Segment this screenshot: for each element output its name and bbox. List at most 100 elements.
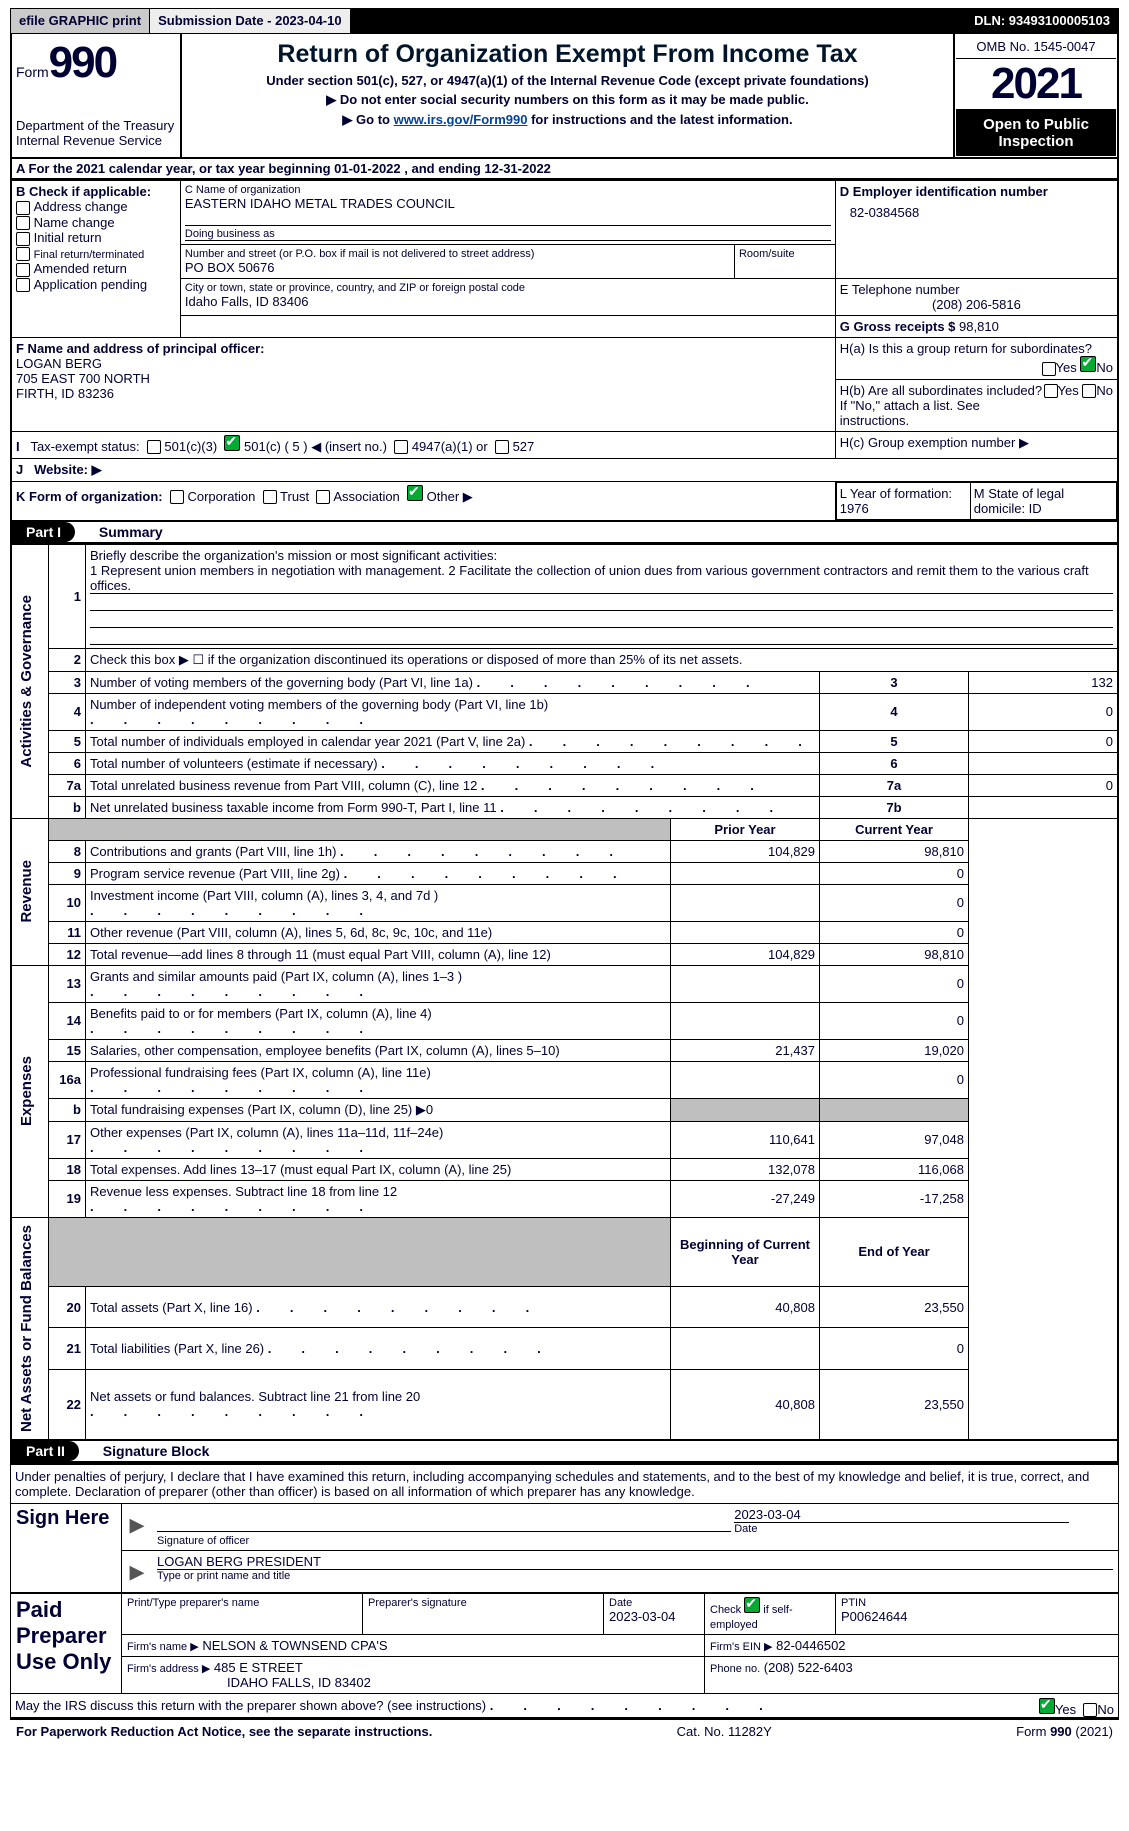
form-number: 990 xyxy=(49,38,116,87)
checkbox-amended[interactable] xyxy=(16,263,30,277)
form-subtitle-2: ▶ Do not enter social security numbers o… xyxy=(188,92,947,108)
may-irs-row: May the IRS discuss this return with the… xyxy=(10,1694,1119,1718)
header-right: OMB No. 1545-0047 2021 Open to Public In… xyxy=(954,34,1118,158)
mission-text: 1 Represent union members in negotiation… xyxy=(90,563,1113,594)
cb-527[interactable] xyxy=(495,440,509,454)
footer-left: For Paperwork Reduction Act Notice, see … xyxy=(16,1724,432,1739)
block-g: G Gross receipts $ 98,810 xyxy=(835,316,1118,338)
sign-here-label: Sign Here xyxy=(11,1503,122,1592)
dept-1: Department of the Treasury xyxy=(16,118,176,133)
checkbox-address[interactable] xyxy=(16,201,30,215)
topbar: efile GRAPHIC print Submission Date - 20… xyxy=(10,8,1119,34)
ein: 82-0384568 xyxy=(840,199,1113,220)
officer-name-title: LOGAN BERG PRESIDENT xyxy=(157,1554,1113,1570)
form-subtitle-1: Under section 501(c), 527, or 4947(a)(1)… xyxy=(188,73,947,88)
phone: (208) 206-5816 xyxy=(840,297,1113,312)
cb-trust[interactable] xyxy=(263,490,277,504)
firm-addr2: IDAHO FALLS, ID 83402 xyxy=(227,1675,371,1690)
ptin: P00624644 xyxy=(841,1609,1113,1624)
block-d: D Employer identification number 82-0384… xyxy=(835,181,1118,279)
topbar-spacer xyxy=(351,9,967,33)
ha-no[interactable] xyxy=(1080,356,1096,372)
cb-assoc[interactable] xyxy=(316,490,330,504)
officer-addr1: 705 EAST 700 NORTH xyxy=(16,371,150,386)
sig-date: 2023-03-04 xyxy=(734,1507,1069,1523)
line1-label: Briefly describe the organization's miss… xyxy=(90,548,497,563)
street: PO BOX 50676 xyxy=(185,260,730,275)
dept-2: Internal Revenue Service xyxy=(16,133,176,148)
table-row: bNet unrelated business taxable income f… xyxy=(11,796,1118,818)
declaration: Under penalties of perjury, I declare th… xyxy=(10,1463,1119,1503)
side-ag: Activities & Governance xyxy=(11,544,49,818)
table-row: 4Number of independent voting members of… xyxy=(11,693,1118,730)
block-ha: H(a) Is this a group return for subordin… xyxy=(835,338,1118,380)
hb-no[interactable] xyxy=(1082,384,1096,398)
footer: For Paperwork Reduction Act Notice, see … xyxy=(10,1718,1119,1743)
omb-number: OMB No. 1545-0047 xyxy=(956,35,1116,59)
col-header-row: Revenue Prior Year Current Year xyxy=(11,818,1118,840)
row-a: A For the 2021 calendar year, or tax yea… xyxy=(10,159,1119,180)
open-to-public: Open to Public Inspection xyxy=(956,110,1116,156)
block-k: K Form of organization: Corporation Trus… xyxy=(11,481,835,521)
table-row: 21Total liabilities (Part X, line 26) 0 xyxy=(11,1328,1118,1369)
may-no[interactable] xyxy=(1083,1703,1097,1717)
checkbox-app[interactable] xyxy=(16,278,30,292)
table-row: 19Revenue less expenses. Subtract line 1… xyxy=(11,1180,1118,1217)
efile-print-button[interactable]: efile GRAPHIC print xyxy=(11,9,150,33)
cb-4947[interactable] xyxy=(394,440,408,454)
table-row: 6Total number of volunteers (estimate if… xyxy=(11,752,1118,774)
side-exp: Expenses xyxy=(11,965,49,1217)
table-row: bTotal fundraising expenses (Part IX, co… xyxy=(11,1098,1118,1121)
table-row: 14Benefits paid to or for members (Part … xyxy=(11,1002,1118,1039)
ha-yes[interactable] xyxy=(1042,362,1056,376)
table-row: 12Total revenue—add lines 8 through 11 (… xyxy=(11,943,1118,965)
footer-mid: Cat. No. 11282Y xyxy=(677,1724,772,1739)
table-row: 20Total assets (Part X, line 16) 40,8082… xyxy=(11,1287,1118,1328)
paid-preparer-table: Paid Preparer Use Only Print/Type prepar… xyxy=(10,1593,1119,1694)
street-cell: Number and street (or P.O. box if mail i… xyxy=(180,245,734,279)
part-i-header: Part I Summary xyxy=(10,522,1119,544)
org-name: EASTERN IDAHO METAL TRADES COUNCIL xyxy=(185,196,831,211)
table-row: 17Other expenses (Part IX, column (A), l… xyxy=(11,1121,1118,1158)
cb-self-emp[interactable] xyxy=(744,1597,760,1613)
firm-ein: 82-0446502 xyxy=(776,1638,845,1653)
paid-prep-label: Paid Preparer Use Only xyxy=(11,1593,122,1693)
submission-date: Submission Date - 2023-04-10 xyxy=(150,9,351,33)
pp-date: 2023-03-04 xyxy=(609,1609,699,1624)
block-l: L Year of formation: 1976 xyxy=(836,482,970,519)
block-m: M State of legal domicile: ID xyxy=(970,482,1116,519)
table-row: 7aTotal unrelated business revenue from … xyxy=(11,774,1118,796)
irs-link[interactable]: www.irs.gov/Form990 xyxy=(394,112,528,127)
checkbox-final[interactable] xyxy=(16,247,30,261)
block-f: F Name and address of principal officer:… xyxy=(11,338,835,432)
table-row: 8Contributions and grants (Part VIII, li… xyxy=(11,840,1118,862)
header-left: Form990 Department of the Treasury Inter… xyxy=(11,34,181,158)
block-e: E Telephone number (208) 206-5816 xyxy=(835,279,1118,316)
summary-table: Activities & Governance 1 Briefly descri… xyxy=(10,544,1119,1441)
arrow-icon: ▸ xyxy=(122,1550,153,1592)
city-cell: City or town, state or province, country… xyxy=(180,279,835,316)
tax-year: 2021 xyxy=(956,59,1116,110)
footer-right: Form 990 (2021) xyxy=(1016,1724,1113,1739)
gross-receipts: 98,810 xyxy=(959,319,999,334)
block-b: B Check if applicable: Address change Na… xyxy=(11,181,180,338)
org-info-block: B Check if applicable: Address change Na… xyxy=(10,180,1119,522)
org-name-cell: C Name of organization EASTERN IDAHO MET… xyxy=(180,181,835,245)
table-row: 9Program service revenue (Part VIII, lin… xyxy=(11,862,1118,884)
table-row: 18Total expenses. Add lines 13–17 (must … xyxy=(11,1158,1118,1180)
cb-501c3[interactable] xyxy=(147,440,161,454)
checkbox-initial[interactable] xyxy=(16,232,30,246)
may-yes[interactable] xyxy=(1039,1698,1055,1714)
cb-501c[interactable] xyxy=(224,435,240,451)
block-j: J Website: ▶ xyxy=(11,458,1118,481)
cb-other[interactable] xyxy=(407,485,423,501)
hb-yes[interactable] xyxy=(1044,384,1058,398)
form-subtitle-3: ▶ Go to www.irs.gov/Form990 for instruct… xyxy=(188,112,947,128)
side-na: Net Assets or Fund Balances xyxy=(11,1217,49,1440)
officer-name: LOGAN BERG xyxy=(16,356,102,371)
table-row: 22Net assets or fund balances. Subtract … xyxy=(11,1369,1118,1439)
block-i: I Tax-exempt status: 501(c)(3) 501(c) ( … xyxy=(11,431,835,458)
checkbox-name[interactable] xyxy=(16,216,30,230)
sign-here-table: Sign Here ▸ 2023-03-04Date Signature of … xyxy=(10,1503,1119,1593)
cb-corp[interactable] xyxy=(170,490,184,504)
